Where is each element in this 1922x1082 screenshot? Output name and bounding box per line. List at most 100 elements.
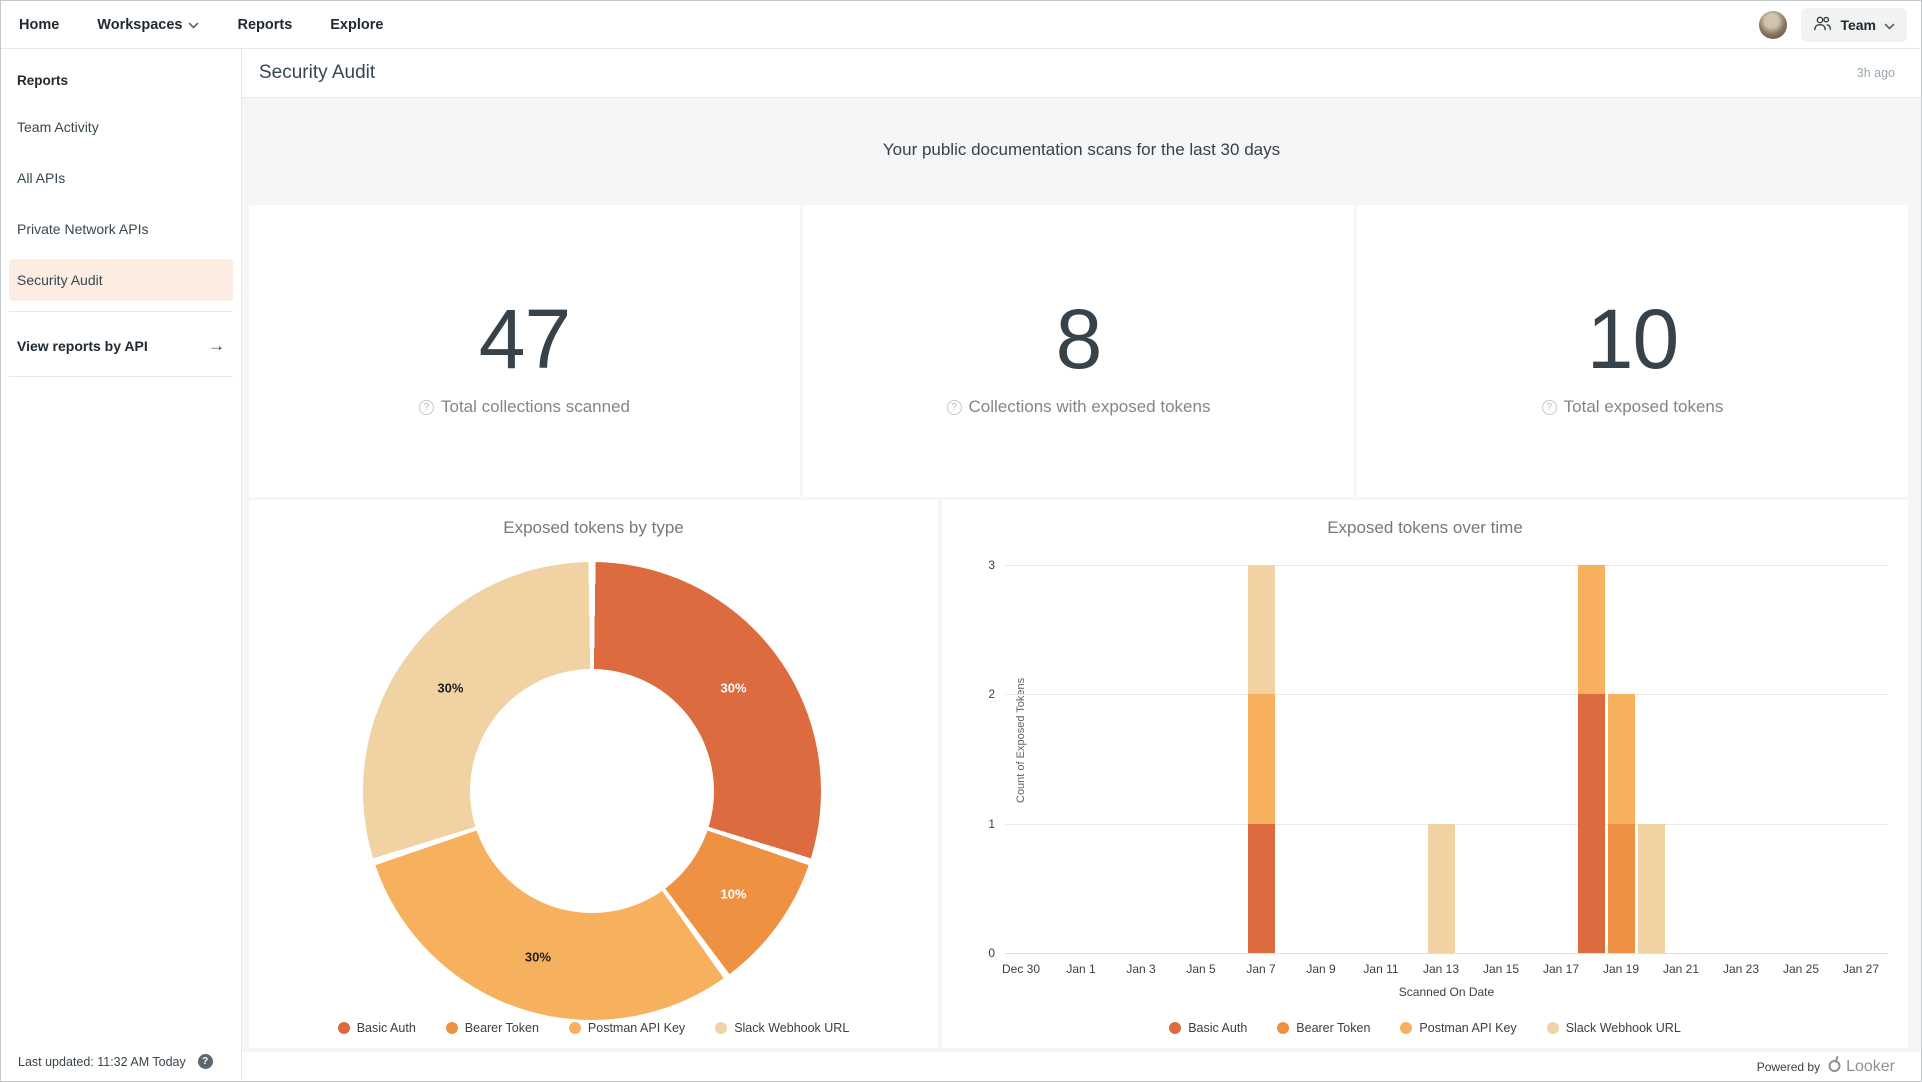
bar-segment-slack-webhook-url[interactable] (1247, 565, 1275, 695)
legend-label: Slack Webhook URL (734, 1021, 850, 1035)
donut-hole (470, 669, 714, 913)
bar-segment-basic-auth[interactable] (1247, 823, 1275, 953)
x-tick-label: Jan 3 (1126, 962, 1156, 976)
scan-summary-banner: Your public documentation scans for the … (242, 98, 1921, 202)
legend-dot (445, 1022, 458, 1034)
nav-item-home[interactable]: Home (19, 17, 59, 33)
sidebar-divider (9, 376, 233, 377)
x-axis-label: Scanned On Date (1398, 985, 1495, 999)
legend-dot (1169, 1022, 1182, 1034)
donut-legend: Basic Auth Bearer Token Postman API Key Sla… (249, 1021, 938, 1035)
legend-dot (568, 1022, 581, 1034)
nav-item-label: Workspaces (97, 16, 183, 33)
x-tick-label: Jan 17 (1542, 962, 1580, 976)
bar-segment-basic-auth[interactable] (1577, 694, 1605, 953)
y-tick-label: 1 (988, 816, 995, 831)
nav-item-reports[interactable]: Reports (237, 17, 292, 33)
stat-label-text: Collections with exposed tokens (968, 397, 1211, 417)
x-tick-label: Jan 9 (1306, 962, 1336, 976)
help-circle-icon[interactable]: ? (418, 399, 434, 415)
legend-label: Basic Auth (1188, 1021, 1248, 1035)
user-avatar[interactable] (1759, 10, 1788, 39)
looker-brand-link[interactable]: Looker (1826, 1055, 1895, 1078)
donut-chart-panel: Exposed tokens by type 30% 10% 30% 30% Basi… (249, 500, 938, 1048)
sidebar-item-all-apis[interactable]: All APIs (17, 170, 66, 186)
stat-cards-row: 47 ? Total collections scanned 8? Collection… (249, 205, 1908, 497)
legend-item-bearer-token[interactable]: Bearer Token (1277, 1021, 1370, 1035)
x-tick-label: Jan 11 (1363, 962, 1399, 976)
legend-dot (1400, 1022, 1413, 1034)
legend-item-slack-webhook-url[interactable]: Slack Webhook URL (1546, 1021, 1681, 1035)
help-icon[interactable]: ? (197, 1054, 213, 1069)
gridline-y-2 (1005, 694, 1888, 696)
gridline-y-0 (1005, 953, 1888, 954)
x-tick-label: Jan 27 (1842, 962, 1880, 976)
bar-segment-postman-api-key[interactable] (1247, 694, 1275, 824)
nav-item-label: Home (19, 16, 60, 33)
x-tick-label: Jan 15 (1482, 962, 1520, 976)
bar-chart-panel: Exposed tokens over time Count of Expose… (942, 500, 1908, 1048)
sidebar-footer: Last updated: 11:32 AM Today ? (18, 1054, 213, 1069)
help-circle-icon[interactable]: ? (1541, 399, 1557, 415)
gridline-y-3 (1005, 565, 1888, 566)
stat-value: 8 (1055, 291, 1103, 386)
nav-items: Home Workspaces Reports Explore (19, 17, 421, 33)
sidebar-item-team-activity[interactable]: Team Activity (17, 119, 99, 135)
main-content: Security Audit 3h ago Your public docume… (242, 49, 1921, 1081)
legend-label: Basic Auth (356, 1021, 416, 1035)
bar-segment-postman-api-key[interactable] (1577, 565, 1605, 695)
bar-chart-plot-area: Count of Exposed Tokens Scanned On Date … (988, 558, 1888, 999)
top-nav: Home Workspaces Reports Explore Team (1, 1, 1921, 49)
donut-slice-label: 10% (720, 886, 747, 902)
legend-dot (1277, 1022, 1290, 1034)
help-circle-icon[interactable]: ? (946, 399, 962, 415)
legend-label: Bearer Token (1296, 1021, 1371, 1035)
team-menu-button[interactable]: Team (1801, 7, 1907, 42)
powered-by-text: Powered by (1756, 1059, 1821, 1074)
stat-label-row: ? Total exposed tokens (1541, 397, 1723, 417)
banner-text: Your public documentation scans for the … (882, 140, 1281, 159)
donut-chart[interactable]: 30% 10% 30% 30% (363, 562, 821, 1020)
stat-label-row: ? Total collections scanned (418, 397, 630, 417)
legend-item-slack-webhook-url[interactable]: Slack Webhook URL (715, 1021, 849, 1035)
x-tick-label: Dec 30 (1001, 962, 1041, 976)
y-tick-label: 2 (988, 687, 995, 702)
last-updated-text: Last updated: 11:32 AM Today (18, 1054, 186, 1069)
legend-item-postman-api-key[interactable]: Postman API Key (1400, 1021, 1517, 1035)
looker-logo-icon (1826, 1055, 1843, 1078)
nav-item-explore[interactable]: Explore (330, 17, 383, 33)
nav-item-label: Explore (330, 16, 384, 33)
team-label: Team (1840, 16, 1876, 33)
looker-brand-name: Looker (1846, 1057, 1895, 1075)
legend-dot (1546, 1022, 1559, 1034)
x-tick-label: Jan 5 (1186, 962, 1216, 976)
bar-segment-slack-webhook-url[interactable] (1637, 823, 1665, 953)
sidebar: Reports Team Activity All APIs Private Net… (1, 49, 242, 1081)
legend-item-bearer-token[interactable]: Bearer Token (445, 1021, 539, 1035)
legend-dot (715, 1022, 728, 1034)
legend-item-basic-auth[interactable]: Basic Auth (337, 1021, 416, 1035)
sidebar-item-private-network-apis[interactable]: Private Network APIs (17, 221, 149, 237)
x-tick-label: Jan 13 (1422, 962, 1460, 976)
nav-item-workspaces[interactable]: Workspaces (97, 17, 199, 33)
bar-segment-slack-webhook-url[interactable] (1427, 823, 1455, 953)
donut-slice-label: 30% (720, 680, 747, 696)
sidebar-item-view-reports-by-api[interactable]: View reports by API → (9, 326, 233, 366)
view-reports-label: View reports by API (17, 338, 148, 354)
y-tick-label: 0 (988, 946, 995, 960)
report-header: Security Audit 3h ago (242, 49, 1921, 98)
sidebar-item-security-audit[interactable]: Security Audit (9, 259, 233, 301)
nav-item-label: Reports (237, 16, 293, 33)
legend-item-basic-auth[interactable]: Basic Auth (1169, 1021, 1247, 1035)
x-tick-label: Jan 7 (1246, 962, 1276, 976)
x-tick-label: Jan 23 (1722, 962, 1760, 976)
bottom-strip: Powered by Looker (242, 1052, 1921, 1081)
bar-chart-title: Exposed tokens over time (1327, 518, 1523, 537)
x-tick-label: Jan 25 (1782, 962, 1820, 976)
legend-item-postman-api-key[interactable]: Postman API Key (568, 1021, 685, 1035)
donut-slice-label: 30% (437, 680, 464, 696)
bar-segment-bearer-token[interactable] (1607, 823, 1635, 953)
stat-label-row: ? Collections with exposed tokens (946, 397, 1211, 417)
stat-value: 47 (478, 291, 571, 386)
bar-segment-postman-api-key[interactable] (1607, 694, 1635, 824)
